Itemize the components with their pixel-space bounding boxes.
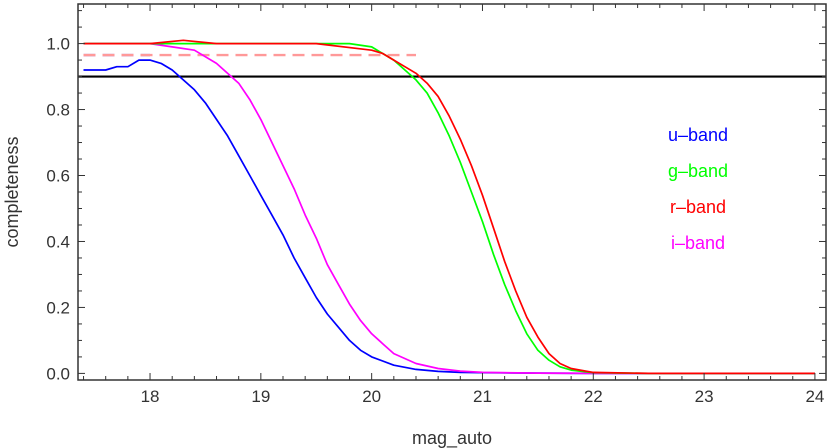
x-tick-label: 20 — [362, 387, 381, 406]
series-line-r-band — [83, 39, 815, 375]
y-axis-label: completeness — [2, 136, 22, 247]
x-tick-label: 22 — [584, 387, 603, 406]
labels-layer: 18 19 20 21 22 23 24 0.0 0.2 0.4 0.6 0.8 1.0 — [46, 35, 824, 406]
legend-label: r–band — [670, 197, 726, 217]
legend-label: g–band — [668, 161, 728, 181]
series-line-i-band — [83, 42, 815, 375]
x-tick-label: 23 — [695, 387, 714, 406]
series-line-g-band — [83, 42, 815, 375]
x-tick-label: 24 — [805, 387, 824, 406]
legend-label: u–band — [668, 125, 728, 145]
y-tick-label: 0.2 — [46, 298, 70, 317]
ticks-layer — [78, 4, 826, 380]
x-tick-label: 18 — [141, 387, 160, 406]
x-tick-label: 19 — [251, 387, 270, 406]
y-tick-label: 0.4 — [46, 232, 70, 251]
x-axis-label: mag_auto — [412, 428, 492, 448]
y-tick-label: 0.6 — [46, 167, 70, 186]
series-line-u-band — [83, 59, 815, 375]
legend: u–band g–band r–band i–band — [668, 125, 728, 253]
y-tick-label: 1.0 — [46, 35, 70, 54]
plot-frame — [77, 3, 827, 381]
x-tick-label: 21 — [473, 387, 492, 406]
y-tick-label: 0.8 — [46, 101, 70, 120]
y-tick-label: 0.0 — [46, 364, 70, 383]
legend-label: i–band — [671, 233, 725, 253]
series-layer — [78, 39, 826, 375]
